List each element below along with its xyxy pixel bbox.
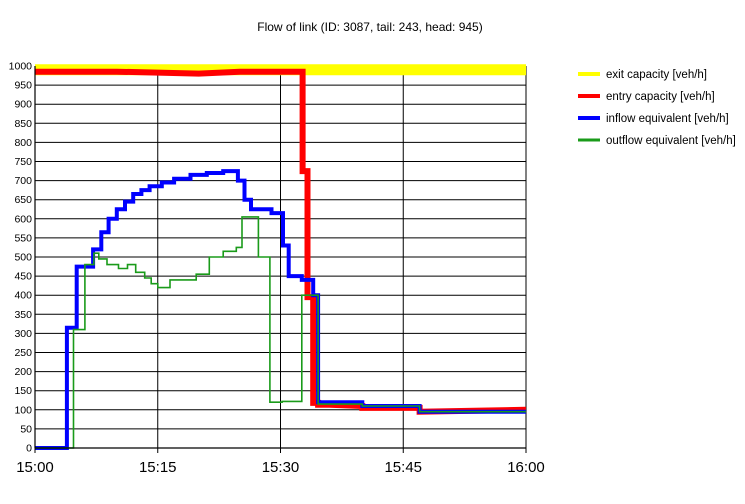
x-tick-label: 15:00	[16, 459, 54, 476]
legend-entry-capacity: entry capacity [veh/h]	[578, 91, 715, 103]
y-tick-label: 100	[14, 404, 32, 416]
legend-outflow-equivalent: outflow equivalent [veh/h]	[578, 135, 736, 147]
inflow-equivalent-series	[35, 169, 526, 450]
y-tick-label: 50	[20, 423, 32, 435]
legend-inflow-equivalent: inflow equivalent [veh/h]	[578, 113, 729, 125]
y-tick-label: 700	[14, 175, 32, 187]
chart-title: Flow of link (ID: 3087, tail: 243, head:…	[257, 20, 482, 34]
legend-label: exit capacity [veh/h]	[606, 69, 707, 81]
legend: exit capacity [veh/h] entry capacity [veh…	[578, 69, 736, 147]
x-tick-label: 16:00	[507, 459, 545, 476]
y-tick-label: 950	[14, 80, 32, 92]
y-tick-label: 600	[14, 213, 32, 225]
outflow-equivalent-series	[35, 216, 526, 449]
y-tick-label: 500	[14, 252, 32, 264]
axes	[34, 66, 527, 453]
series-layer	[35, 64, 527, 450]
y-tick-label: 650	[14, 194, 32, 206]
y-tick-label: 150	[14, 385, 32, 397]
tick-labels: 0 50 100 150 200 250 300 350 400 450 500 550 600 650 7…	[9, 61, 545, 477]
y-tick-label: 0	[26, 443, 32, 455]
legend-label: inflow equivalent [veh/h]	[606, 113, 729, 125]
legend-label: entry capacity [veh/h]	[606, 91, 715, 103]
y-tick-label: 400	[14, 290, 32, 302]
legend-exit-capacity: exit capacity [veh/h]	[578, 69, 707, 81]
x-tick-label: 15:45	[384, 459, 422, 476]
y-tick-label: 800	[14, 137, 32, 149]
y-tick-label: 300	[14, 328, 32, 340]
y-tick-label: 250	[14, 347, 32, 359]
x-tick-label: 15:15	[139, 459, 177, 476]
y-tick-label: 200	[14, 366, 32, 378]
y-tick-label: 1000	[9, 61, 33, 73]
y-tick-label: 450	[14, 271, 32, 283]
legend-label: outflow equivalent [veh/h]	[606, 135, 736, 147]
grid-lines	[34, 65, 527, 449]
y-tick-label: 350	[14, 309, 32, 321]
y-tick-label: 900	[14, 99, 32, 111]
y-tick-label: 550	[14, 232, 32, 244]
x-tick-label: 15:30	[262, 459, 300, 476]
y-tick-label: 750	[14, 156, 32, 168]
y-tick-label: 850	[14, 118, 32, 130]
